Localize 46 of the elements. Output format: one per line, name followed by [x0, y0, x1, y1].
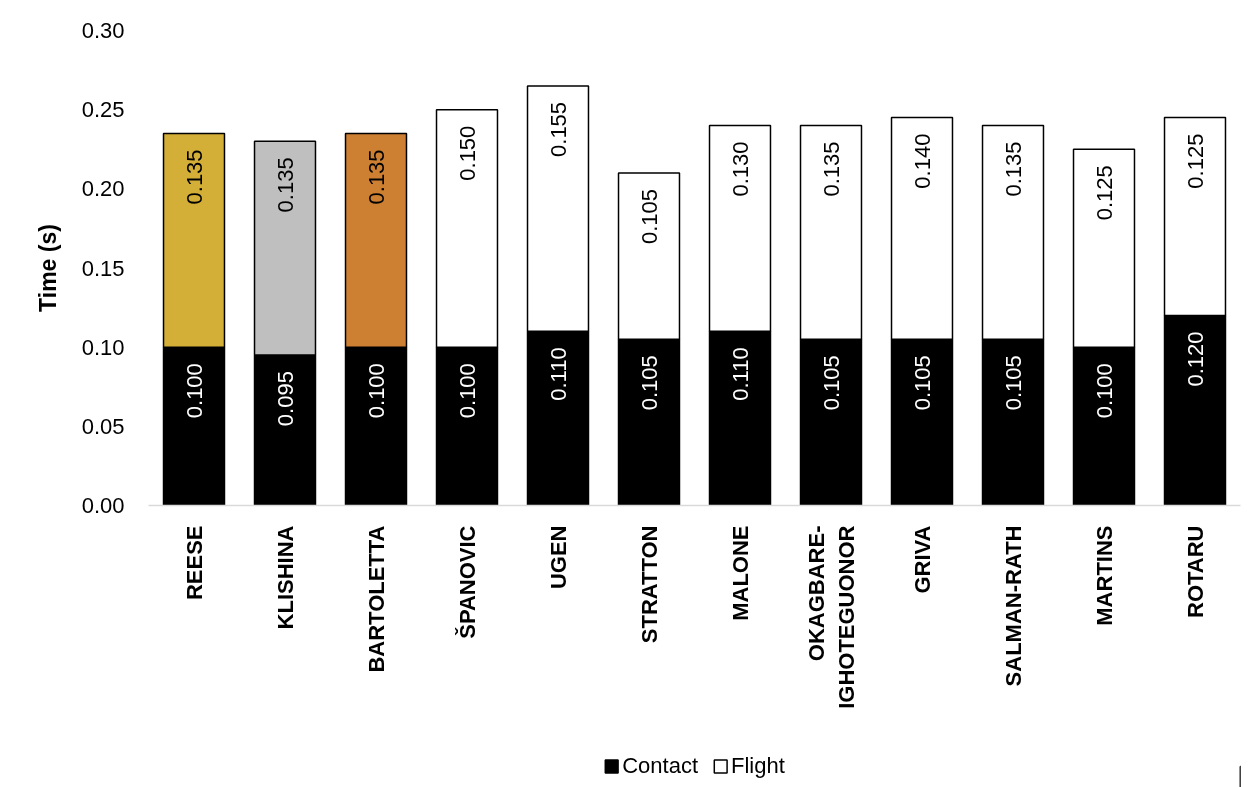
x-tick-label: REESE [181, 525, 207, 601]
x-tick-label: BARTOLETTA [363, 525, 389, 673]
data-label: 0.110 [545, 347, 571, 401]
data-label: 0.105 [1000, 355, 1026, 411]
y-tick-label: 0.30 [81, 18, 125, 43]
data-label: 0.135 [363, 149, 389, 205]
data-label: 0.150 [454, 125, 480, 181]
x-tick-label: MARTINS [1091, 525, 1117, 626]
data-label: 0.095 [272, 371, 298, 427]
data-label: 0.100 [363, 363, 389, 419]
x-tick-label: OKAGBARE-IGHOTEGUONOR [803, 525, 859, 709]
data-label: 0.105 [636, 355, 662, 411]
y-axis-title: Time (s) [34, 224, 61, 312]
data-label: 0.155 [545, 101, 571, 157]
x-tick-label: ROTARU [1182, 525, 1208, 618]
data-label: 0.100 [454, 363, 480, 419]
data-label: 0.135 [181, 149, 207, 205]
y-tick-label: 0.10 [81, 334, 125, 360]
data-label: 0.120 [1182, 331, 1208, 387]
x-tick-label: SALMAN-RATH [1000, 525, 1026, 687]
data-label: 0.135 [272, 157, 298, 213]
y-tick-label: 0.15 [81, 255, 125, 281]
data-label: 0.110 [727, 347, 753, 401]
legend-label: Flight [731, 753, 785, 779]
x-tick-label: ŠPANOVIC [454, 525, 480, 639]
x-tick-label: UGEN [545, 525, 571, 590]
data-label: 0.105 [909, 355, 935, 411]
legend-label: Contact [622, 753, 699, 779]
y-tick-label: 0.00 [81, 493, 125, 518]
x-tick-label: MALONE [727, 525, 753, 621]
data-label: 0.125 [1182, 133, 1208, 189]
x-tick-label: KLISHINA [272, 525, 298, 630]
x-tick-label: STRATTON [636, 525, 662, 644]
data-label: 0.100 [181, 363, 207, 419]
data-label: 0.130 [727, 141, 753, 197]
y-tick-label: 0.20 [81, 176, 125, 202]
y-tick-label: 0.05 [81, 413, 125, 439]
data-label: 0.135 [818, 141, 844, 197]
data-label: 0.105 [636, 188, 662, 245]
data-label: 0.140 [909, 133, 935, 189]
data-label: 0.100 [1091, 363, 1117, 419]
data-label: 0.135 [1000, 141, 1026, 197]
x-tick-label: GRIVA [909, 525, 935, 594]
data-label: 0.125 [1091, 165, 1117, 221]
data-label: 0.105 [818, 355, 844, 411]
y-tick-label: 0.25 [81, 97, 125, 123]
